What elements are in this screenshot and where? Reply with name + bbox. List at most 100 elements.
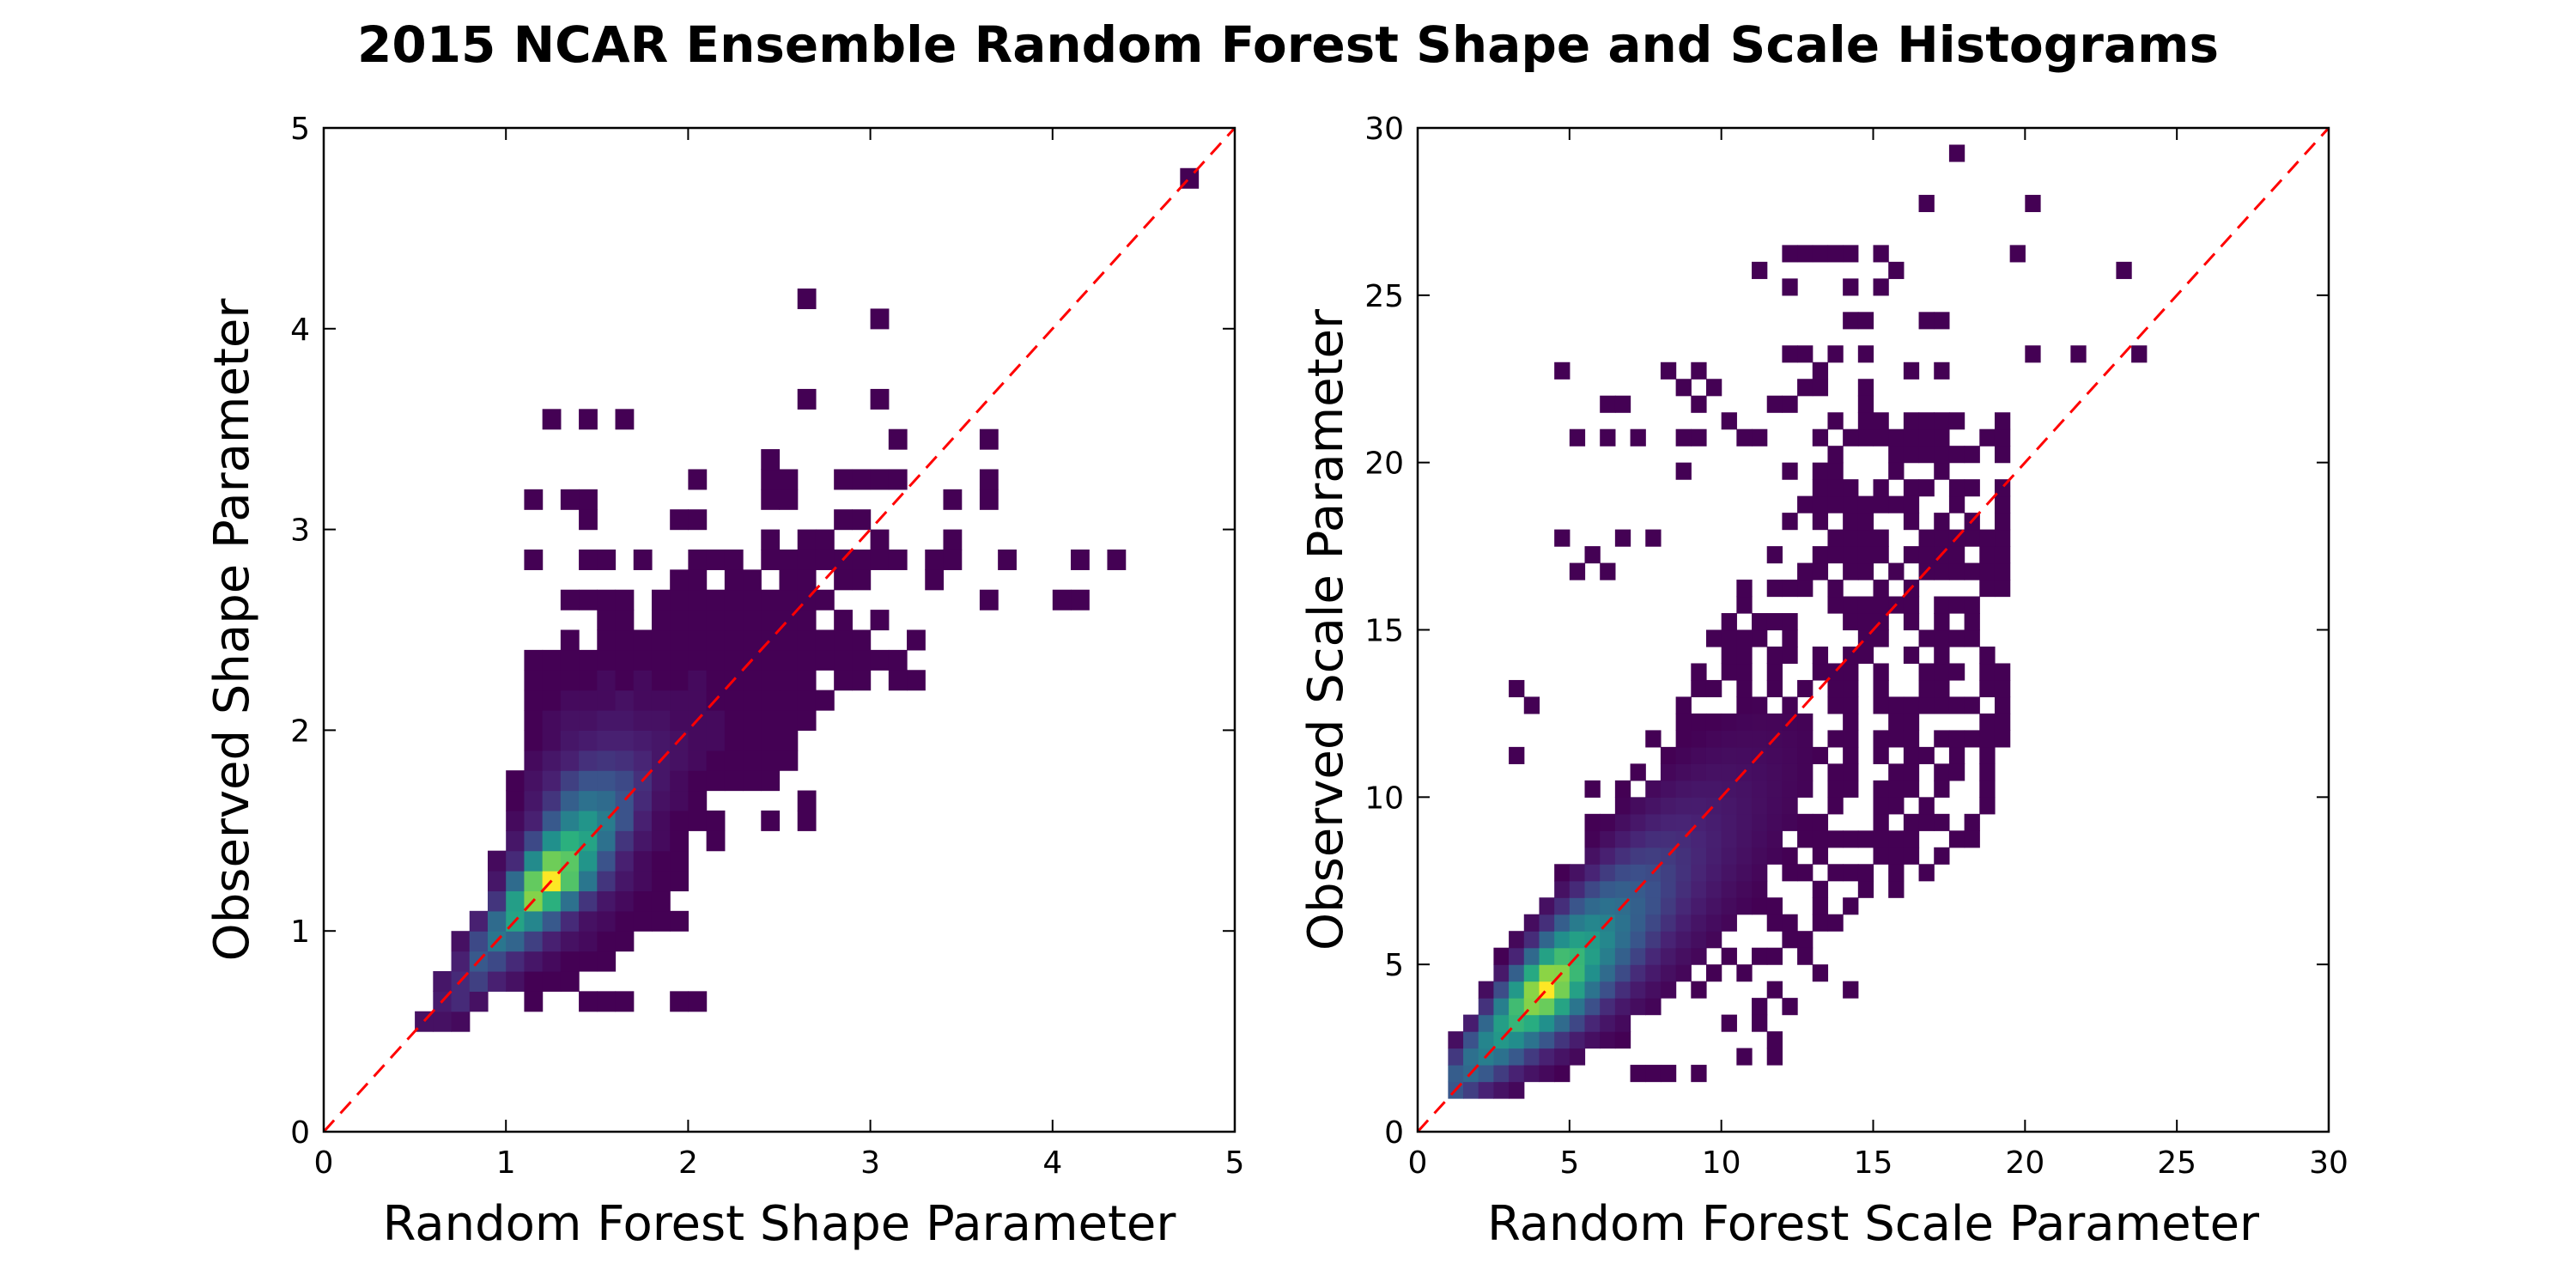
histogram-bin <box>834 649 853 671</box>
histogram-bin <box>1873 495 1889 513</box>
histogram-bin <box>1705 847 1722 865</box>
histogram-bin <box>1948 663 1965 681</box>
histogram-bin <box>433 1011 453 1032</box>
histogram-bin <box>1721 746 1737 764</box>
histogram-bin <box>688 670 708 691</box>
histogram-bin <box>1736 696 1753 714</box>
histogram-bin <box>1979 713 1996 731</box>
histogram-bin <box>1509 1031 1525 1049</box>
histogram-bin <box>1994 562 2011 580</box>
histogram-bin <box>1691 730 1707 748</box>
histogram-bin <box>1478 1081 1495 1099</box>
histogram-bin <box>779 569 799 591</box>
histogram-bin <box>1766 797 1783 815</box>
x-axis-label: Random Forest Scale Parameter <box>1487 1196 2260 1252</box>
histogram-bin <box>1964 830 1980 848</box>
histogram-bin <box>852 469 872 490</box>
histogram-bin <box>670 770 689 792</box>
histogram-bin <box>852 629 872 651</box>
histogram-bin <box>670 649 689 671</box>
histogram-bin <box>651 589 671 611</box>
histogram-bin <box>1600 1014 1616 1032</box>
histogram-bin <box>1478 1014 1495 1032</box>
histogram-bin <box>1934 696 1950 714</box>
histogram-bin <box>542 951 562 972</box>
histogram-bin <box>1873 629 1889 647</box>
histogram-bin <box>615 991 635 1012</box>
histogram-bin <box>852 649 872 671</box>
histogram-bin <box>1918 479 1935 497</box>
histogram-bin <box>1645 1065 1662 1083</box>
histogram-bin <box>1782 629 1798 647</box>
histogram-bin <box>487 871 507 892</box>
histogram-bin <box>743 670 762 691</box>
histogram-bin <box>1857 880 1874 898</box>
histogram-bin <box>1554 981 1571 999</box>
histogram-bin <box>1554 947 1571 965</box>
histogram-bin <box>1569 428 1586 447</box>
histogram-bin <box>1645 981 1662 999</box>
histogram-bin <box>1554 1065 1571 1083</box>
histogram-bin <box>506 871 526 892</box>
histogram-bin <box>724 710 744 731</box>
histogram-bin <box>1918 797 1935 815</box>
histogram-bin <box>1888 446 1905 464</box>
histogram-bin <box>1554 1048 1571 1066</box>
histogram-bin <box>670 810 689 831</box>
histogram-bin <box>1812 479 1829 497</box>
histogram-bin <box>651 850 671 872</box>
histogram-bin <box>1736 847 1753 865</box>
histogram-bin <box>542 750 562 771</box>
histogram-bin <box>560 931 580 952</box>
histogram-bin <box>1873 746 1889 764</box>
histogram-bin <box>1569 998 1586 1016</box>
histogram-bin <box>1660 830 1677 848</box>
histogram-bin <box>524 690 544 711</box>
histogram-bin <box>560 790 580 811</box>
histogram-bin <box>1523 696 1540 714</box>
histogram-bin <box>487 970 507 992</box>
histogram-bin <box>560 750 580 771</box>
histogram-bin <box>1873 546 1889 564</box>
histogram-bin <box>1736 629 1753 647</box>
histogram-bin <box>1752 730 1768 748</box>
histogram-bin <box>579 730 598 751</box>
histogram-bin <box>1600 998 1616 1016</box>
histogram-bin <box>560 690 580 711</box>
histogram-bin <box>651 670 671 691</box>
histogram-bin <box>1964 596 1980 614</box>
histogram-bin <box>1691 395 1707 413</box>
histogram-bin <box>688 790 708 811</box>
histogram-bin <box>1782 763 1798 781</box>
histogram-bin <box>1539 914 1555 932</box>
histogram-bin <box>1979 730 1996 748</box>
histogram-bin <box>1630 830 1646 848</box>
histogram-bin <box>579 890 598 912</box>
histogram-bin <box>506 951 526 972</box>
histogram-bin <box>1827 345 1844 363</box>
histogram-bin <box>1934 679 1950 698</box>
histogram-bin <box>1584 914 1601 932</box>
histogram-bin <box>925 549 945 570</box>
histogram-bin <box>670 629 689 651</box>
histogram-bin <box>1857 613 1874 631</box>
histogram-bin <box>743 750 762 771</box>
histogram-bin <box>1797 562 1814 580</box>
histogram-bin <box>670 910 689 932</box>
histogram-bin <box>724 589 744 611</box>
histogram-bin <box>1675 914 1692 932</box>
histogram-bin <box>615 690 635 711</box>
histogram-bin <box>1766 546 1783 564</box>
histogram-bin <box>651 730 671 751</box>
y-tick-label: 3 <box>290 513 310 549</box>
histogram-bin <box>1509 947 1525 965</box>
histogram-bin <box>1843 562 1859 580</box>
histogram-bin <box>688 730 708 751</box>
histogram-bin <box>1675 428 1692 447</box>
histogram-bin <box>834 670 853 691</box>
histogram-bin <box>1827 914 1844 932</box>
x-tick-label: 5 <box>1559 1145 1579 1181</box>
histogram-bin <box>888 428 908 450</box>
histogram-bin <box>1827 446 1844 464</box>
histogram-bin <box>1934 646 1950 665</box>
